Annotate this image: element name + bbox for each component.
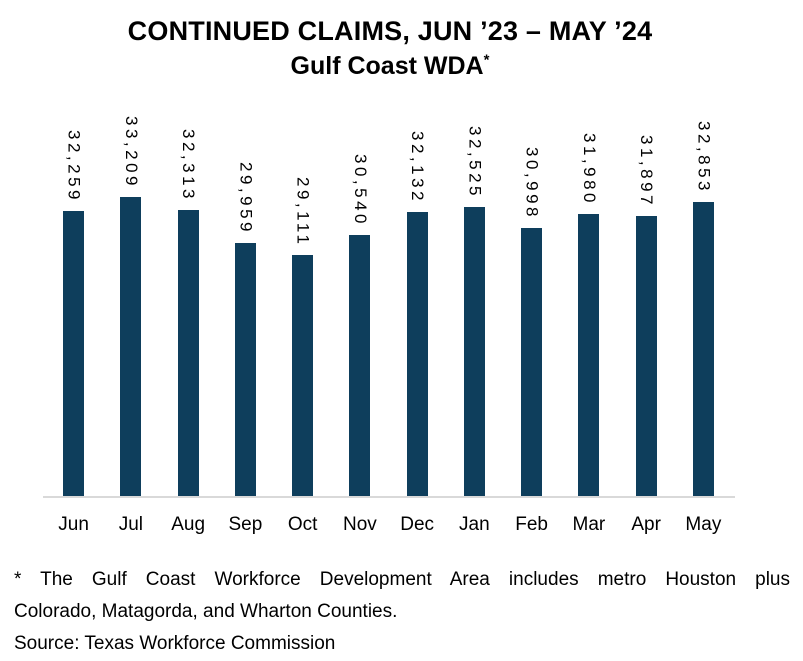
title-asterisk: * (483, 51, 490, 69)
bar (177, 210, 199, 497)
bar-value-label: 29,959 (236, 162, 256, 235)
month-label: Apr (631, 514, 661, 535)
footnote-block: * The Gulf Coast Workforce Development A… (14, 564, 790, 660)
bar (234, 243, 256, 497)
month-label: Mar (572, 514, 606, 535)
bar-value-label: 32,853 (694, 121, 714, 194)
month-label: Dec (400, 514, 435, 535)
month-label: Oct (287, 514, 318, 535)
bar-column: 32,259 (45, 112, 102, 497)
bar-column: 33,209 (102, 112, 159, 497)
bar-column: 29,111 (274, 112, 331, 497)
bar-column: 30,540 (331, 112, 388, 497)
bar (120, 197, 142, 497)
bar-column: 32,525 (446, 112, 503, 497)
bar (692, 202, 714, 497)
bar-value-label: 33,209 (121, 116, 141, 189)
chart-title-line2-text: Gulf Coast WDA (290, 52, 484, 80)
bar-value-label: 32,525 (465, 126, 485, 199)
bar (349, 235, 371, 497)
plot-area: 32,259 33,209 32,313 29,959 29,111 30,540 32,1… (45, 112, 732, 497)
footnote-line2: Colorado, Matagorda, and Wharton Countie… (14, 601, 398, 622)
month-label: Nov (342, 514, 377, 535)
bar-value-label: 32,313 (179, 129, 199, 202)
bar (635, 216, 657, 497)
bar-value-label: 32,259 (64, 130, 84, 203)
month-label: Jun (58, 514, 89, 535)
bar-column: 30,998 (503, 112, 560, 497)
bar-value-label: 31,897 (637, 135, 657, 208)
source-line: Source: Texas Workforce Commission (14, 633, 336, 654)
bar-value-label: 29,111 (293, 176, 313, 247)
chart-title-line2: Gulf Coast WDA* (0, 50, 780, 82)
month-label: Sep (228, 514, 263, 535)
bar (578, 214, 600, 497)
bar-value-label: 30,998 (522, 147, 542, 220)
bar-column: 32,313 (160, 112, 217, 497)
month-labels-row: Jun Jul Aug Sep Oct Nov Dec Jan Feb Mar Apr May (45, 512, 732, 538)
bar-value-label: 31,980 (579, 133, 599, 206)
x-axis-line (43, 496, 735, 498)
footnote-line1: * The Gulf Coast Workforce Development A… (14, 569, 790, 590)
bar (406, 212, 428, 497)
chart-title-line1: CONTINUED CLAIMS, JUN ’23 – MAY ’24 (127, 16, 653, 46)
bar (63, 211, 85, 497)
month-label: Feb (515, 514, 548, 535)
month-label: May (685, 514, 722, 535)
bar-column: 32,853 (675, 112, 732, 497)
bar-value-label: 30,540 (350, 154, 370, 227)
bar-column: 31,980 (560, 112, 617, 497)
month-label: Jan (459, 514, 490, 535)
bar-value-label: 32,132 (408, 131, 428, 204)
month-label: Jul (118, 514, 144, 535)
month-label: Aug (171, 514, 206, 535)
bar (292, 255, 314, 497)
bar (521, 228, 543, 497)
bar-column: 31,897 (618, 112, 675, 497)
bar-column: 29,959 (217, 112, 274, 497)
bar (463, 207, 485, 497)
bar-column: 32,132 (389, 112, 446, 497)
